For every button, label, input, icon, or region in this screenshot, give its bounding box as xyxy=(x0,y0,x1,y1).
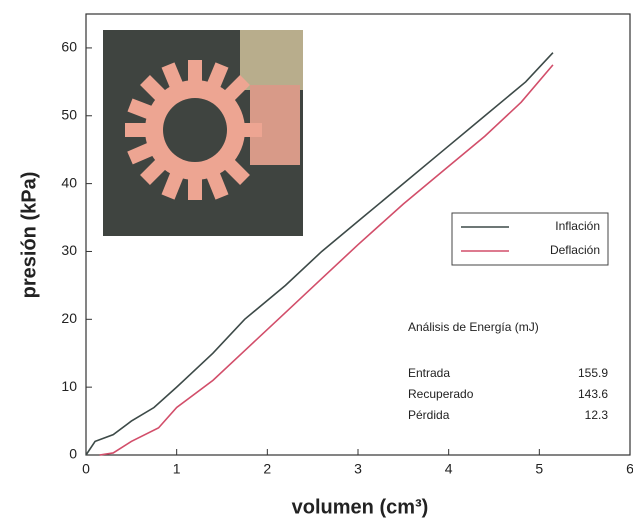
energy-value: 12.3 xyxy=(585,408,609,422)
legend-label: Inflación xyxy=(555,219,600,233)
energy-label: Recuperado xyxy=(408,387,474,401)
inset-photo xyxy=(103,30,303,236)
y-tick-label: 20 xyxy=(61,310,77,326)
energy-label: Pérdida xyxy=(408,408,450,422)
energy-title: Análisis de Energía (mJ) xyxy=(408,320,539,334)
x-tick-label: 6 xyxy=(626,461,633,477)
legend-label: Deflación xyxy=(550,243,600,257)
x-tick-label: 0 xyxy=(82,461,90,477)
legend xyxy=(451,212,609,266)
x-tick-label: 4 xyxy=(445,461,453,477)
y-tick-label: 30 xyxy=(61,242,77,258)
x-tick-label: 2 xyxy=(263,461,271,477)
series-line xyxy=(85,52,554,456)
x-axis-label: volumen (cm³) xyxy=(292,496,429,518)
series-line xyxy=(99,64,554,456)
y-axis-label: presión (kPa) xyxy=(18,172,40,299)
y-tick-label: 0 xyxy=(69,446,77,462)
energy-label: Entrada xyxy=(408,366,450,380)
x-tick-label: 5 xyxy=(535,461,543,477)
x-tick-label: 3 xyxy=(354,461,362,477)
y-tick-label: 10 xyxy=(61,378,77,394)
x-tick-label: 1 xyxy=(173,461,181,477)
energy-value: 155.9 xyxy=(578,366,608,380)
y-tick-label: 60 xyxy=(61,39,77,55)
y-tick-label: 40 xyxy=(61,174,77,190)
energy-value: 143.6 xyxy=(578,387,608,401)
y-tick-label: 50 xyxy=(61,106,77,122)
